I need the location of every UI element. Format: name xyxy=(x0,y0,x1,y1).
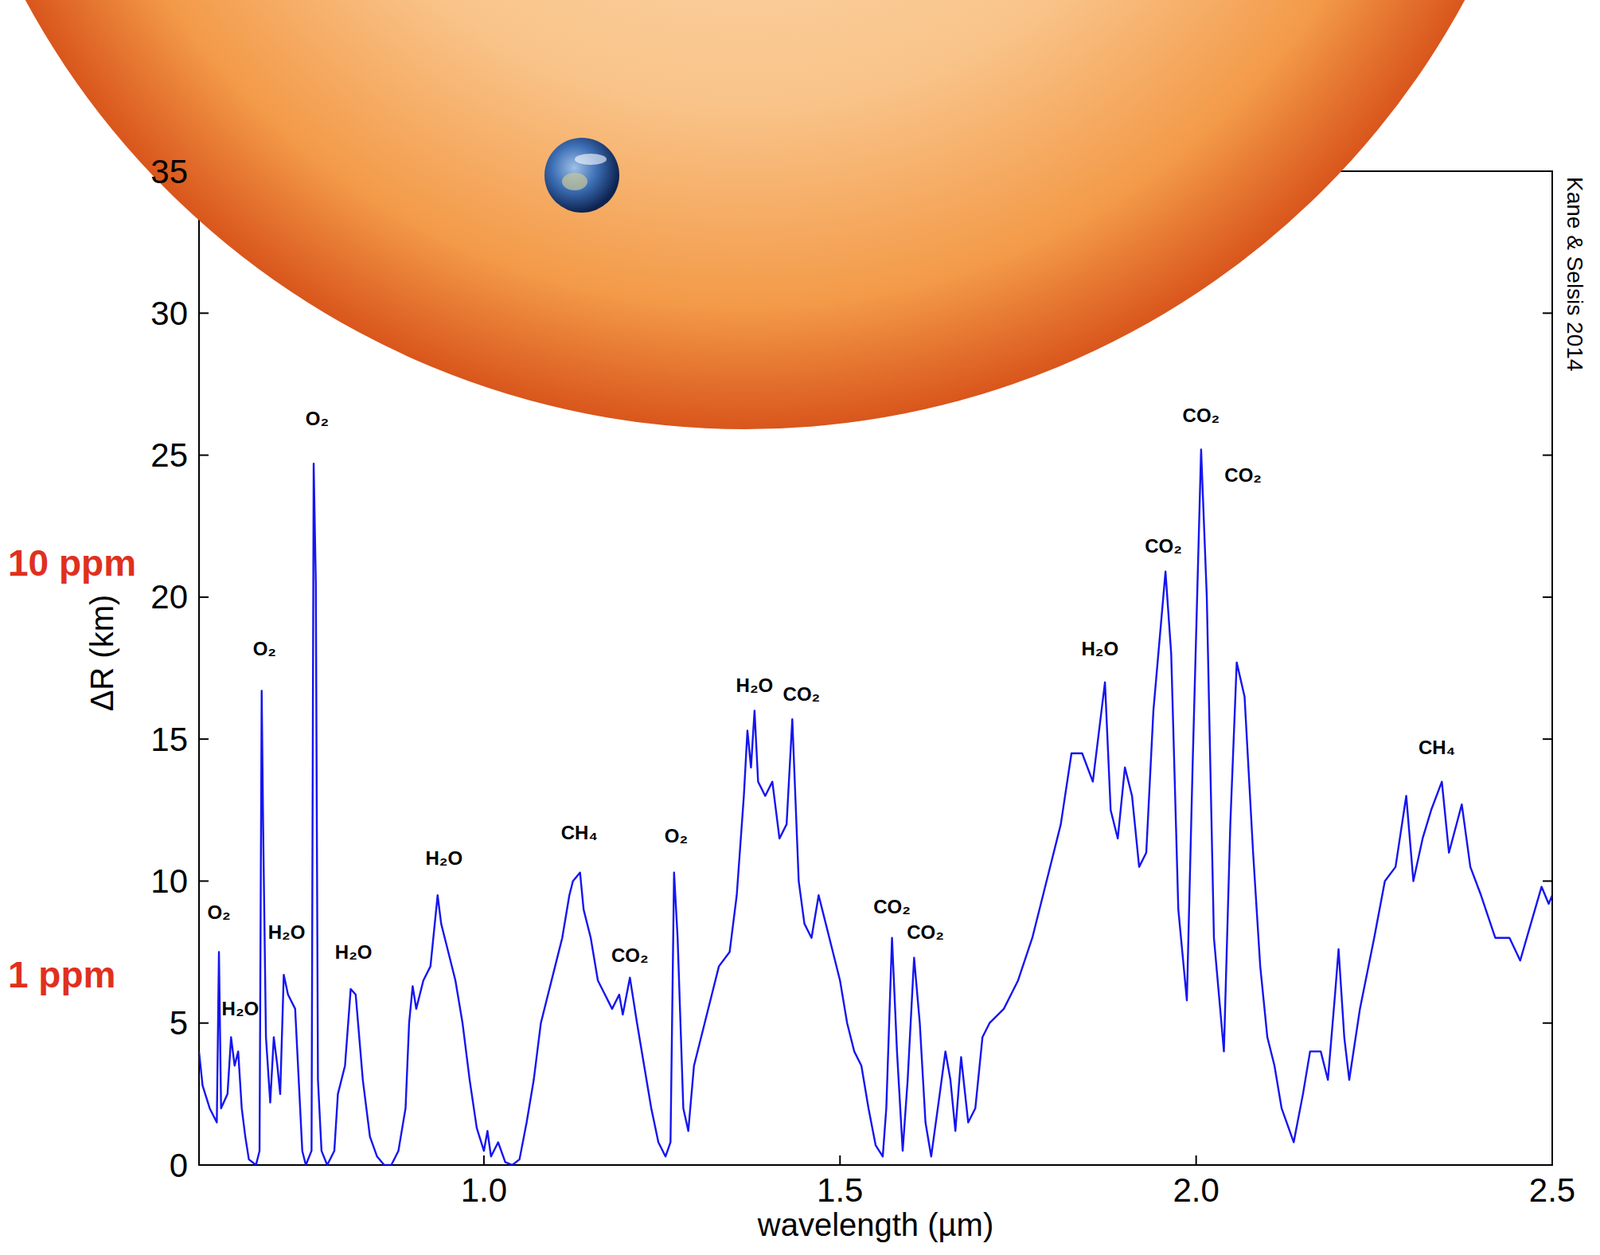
y-tick-label: 20 xyxy=(150,577,188,616)
molecule-label: H₂O xyxy=(736,674,774,696)
plot-area xyxy=(199,448,1553,1165)
molecule-label: CH₄ xyxy=(561,821,598,843)
molecule-label: CO₂ xyxy=(783,682,821,705)
y-tick xyxy=(199,312,209,314)
molecule-label: O₂ xyxy=(305,407,329,430)
y-tick xyxy=(199,454,209,457)
y-tick xyxy=(1542,737,1553,740)
y-tick-label: 0 xyxy=(169,1146,188,1184)
molecule-label: O₂ xyxy=(664,824,688,847)
credit: Kane & Selsis 2014 xyxy=(1562,176,1588,371)
y-tick-label: 10 xyxy=(150,862,188,900)
earth-cloud xyxy=(574,153,607,165)
x-axis-title: wavelength (µm) xyxy=(757,1206,994,1242)
molecule-label: H₂O xyxy=(1081,637,1120,660)
molecule-label: CH₄ xyxy=(1418,736,1456,758)
spectrum-line xyxy=(199,448,1553,1165)
chart: 0 5 10 15 20 25 30 35 1.0 1.5 2.0 2.5 wavelength (µm… xyxy=(0,0,1600,1255)
y-tick xyxy=(1542,1163,1553,1166)
molecule-label: H₂O xyxy=(222,997,260,1019)
molecule-label: H₂O xyxy=(268,920,306,943)
sun xyxy=(0,0,1564,430)
molecule-label: CO₂ xyxy=(611,944,649,966)
y-tick xyxy=(1542,1022,1553,1024)
molecule-label: CO₂ xyxy=(1224,464,1262,486)
molecule-label: O₂ xyxy=(253,637,277,660)
y-tick xyxy=(199,1163,209,1166)
x-tick-label: 2.5 xyxy=(1529,1170,1576,1209)
y-tick xyxy=(199,879,209,882)
y-tick xyxy=(1542,454,1553,457)
y-tick xyxy=(1542,312,1553,314)
earth-land xyxy=(561,172,588,191)
x-tick-label: 1.0 xyxy=(460,1170,508,1209)
y-tick-label: 15 xyxy=(150,720,188,758)
y-tick-label: 35 xyxy=(150,152,188,191)
molecule-label: CO₂ xyxy=(873,895,911,918)
molecule-label: H₂O xyxy=(425,846,463,869)
molecule-label: CO₂ xyxy=(1182,404,1221,426)
x-tick xyxy=(839,1155,841,1165)
y-tick-label: 5 xyxy=(169,1003,188,1042)
ppm-label: 10 ppm xyxy=(7,542,137,584)
x-tick xyxy=(1195,1155,1198,1165)
y-tick xyxy=(1542,596,1553,598)
y-tick xyxy=(199,1022,209,1024)
x-tick-label: 1.5 xyxy=(816,1170,863,1209)
molecule-label: CO₂ xyxy=(1144,534,1183,557)
y-tick xyxy=(199,596,209,598)
earth xyxy=(544,137,620,213)
y-tick-label: 30 xyxy=(150,294,188,332)
y-axis-title: ΔR (km) xyxy=(84,594,120,712)
molecule-label: CO₂ xyxy=(906,920,945,943)
y-tick-label: 25 xyxy=(150,436,188,474)
y-tick xyxy=(199,737,209,740)
y-tick xyxy=(1542,170,1553,172)
ppm-label: 1 ppm xyxy=(7,953,116,996)
x-tick xyxy=(483,1155,485,1165)
molecule-label: H₂O xyxy=(335,940,373,963)
y-tick xyxy=(1542,879,1553,882)
x-tick-label: 2.0 xyxy=(1172,1170,1219,1209)
molecule-label: O₂ xyxy=(206,901,231,923)
x-tick xyxy=(1551,1155,1554,1165)
